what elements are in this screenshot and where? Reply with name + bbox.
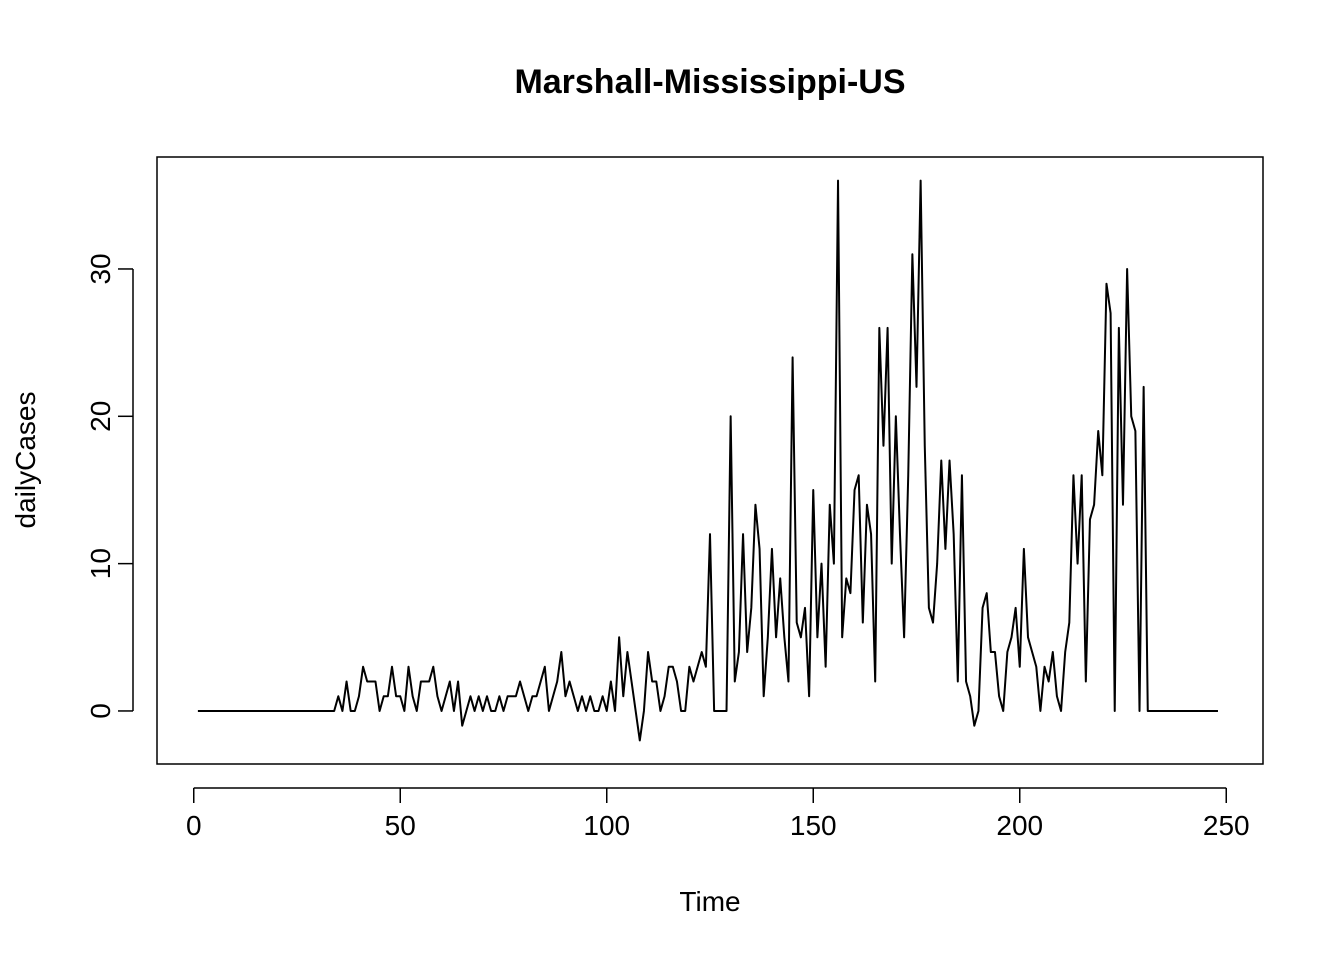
x-tick-label: 200 — [996, 810, 1043, 841]
y-axis-label: dailyCases — [10, 392, 41, 529]
plot-frame — [156, 156, 1264, 765]
y-tick-label: 10 — [85, 548, 116, 579]
x-axis: 0 50 100 150 200 250 — [186, 787, 1250, 841]
x-tick-label: 50 — [385, 810, 416, 841]
plot-area — [156, 156, 1264, 765]
chart-title: Marshall-Mississippi-US — [514, 63, 905, 101]
x-tick-label: 100 — [583, 810, 630, 841]
y-tick-label: 0 — [85, 703, 116, 719]
y-tick-label: 20 — [85, 401, 116, 432]
x-axis-label: Time — [679, 886, 740, 917]
y-axis: 0 10 20 30 — [85, 253, 134, 719]
x-tick-label: 250 — [1203, 810, 1250, 841]
x-tick-label: 150 — [790, 810, 837, 841]
series-line — [197, 179, 1218, 742]
x-tick-label: 0 — [186, 810, 202, 841]
y-tick-label: 30 — [85, 253, 116, 284]
